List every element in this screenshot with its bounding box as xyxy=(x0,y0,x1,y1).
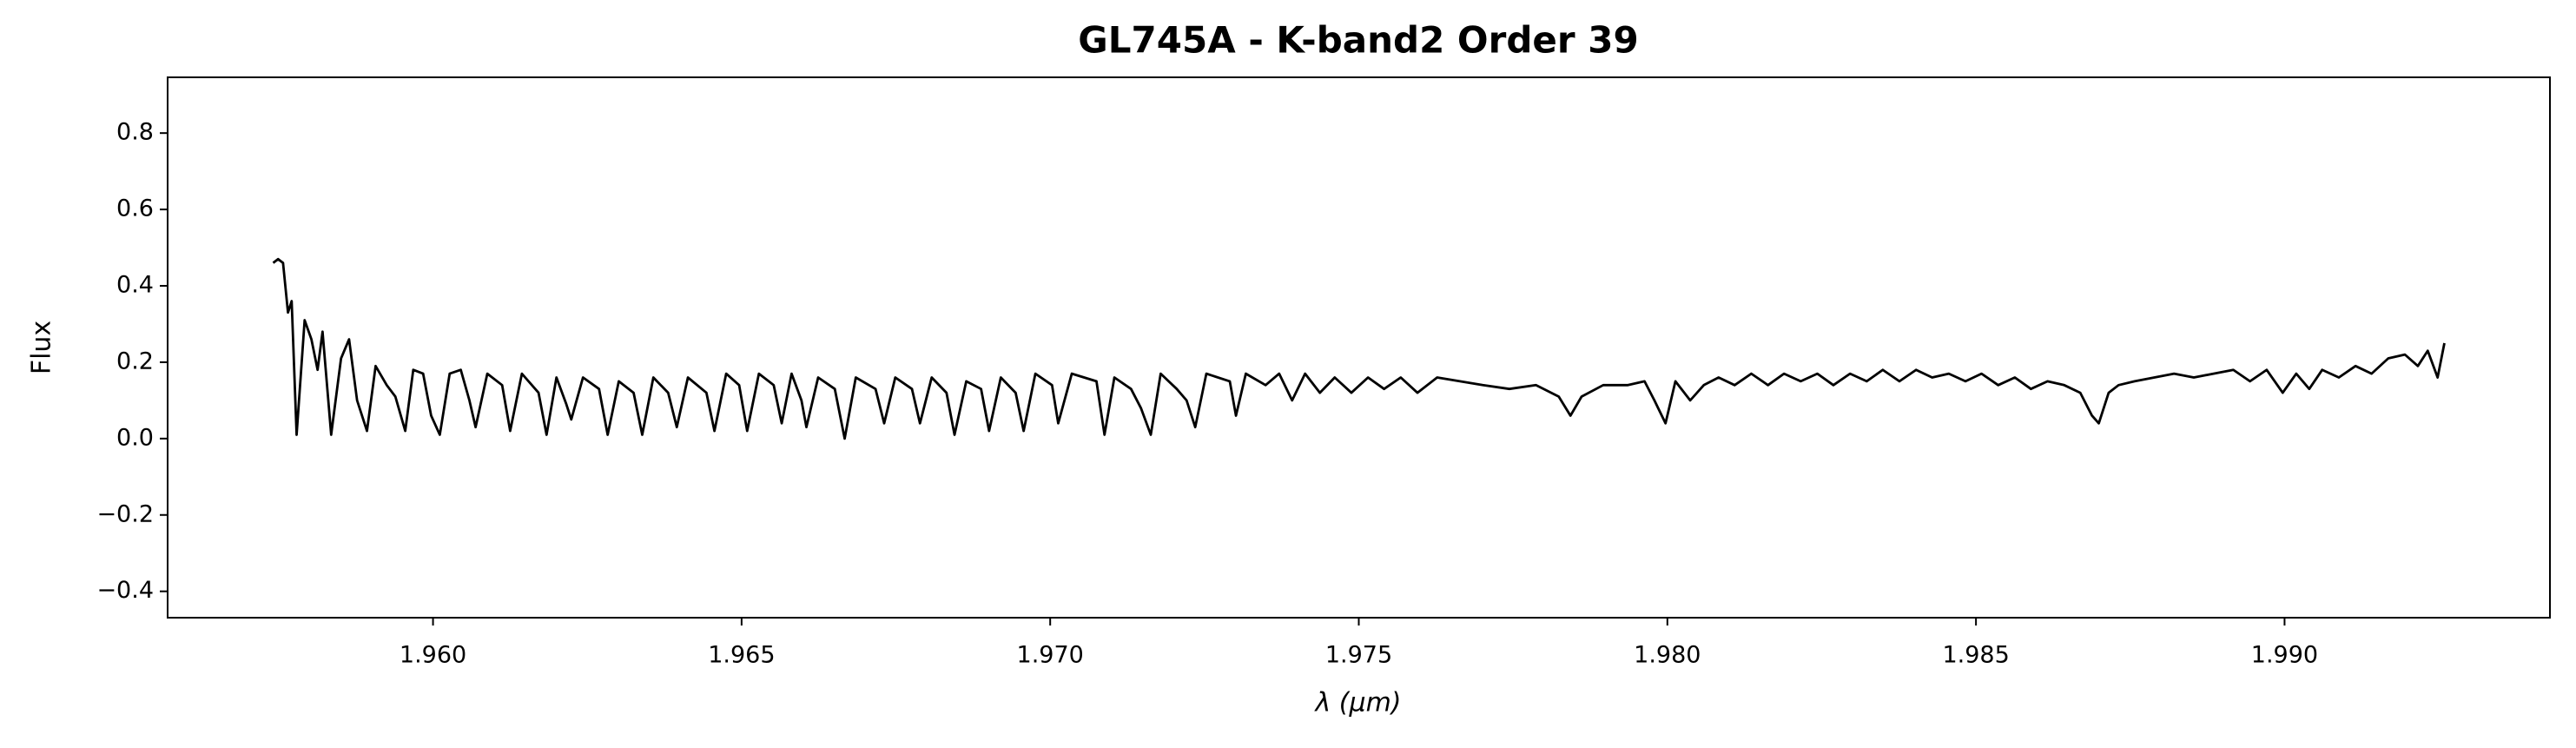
y-tick-label: 0.4 xyxy=(116,272,154,299)
y-axis-label: Flux xyxy=(27,321,57,374)
spectrum-line xyxy=(272,257,2446,440)
y-tick-label: 0.2 xyxy=(116,348,154,374)
x-tick-label: 1.975 xyxy=(1325,642,1392,669)
x-tick-label: 1.980 xyxy=(1634,642,1701,669)
y-tick-label: −0.2 xyxy=(96,500,154,527)
x-tick-label: 1.970 xyxy=(1017,642,1084,669)
x-tick-label: 1.985 xyxy=(1942,642,2009,669)
y-tick-label: 0.0 xyxy=(116,424,154,451)
chart-title: GL745A - K-band2 Order 39 xyxy=(1078,19,1638,62)
y-tick-label: 0.8 xyxy=(116,119,154,146)
y-tick-label: 0.6 xyxy=(116,195,154,222)
x-axis-label: λ (μm) xyxy=(1313,688,1401,718)
x-tick-label: 1.960 xyxy=(400,642,466,669)
x-tick-label: 1.965 xyxy=(708,642,775,669)
y-tick-label: −0.4 xyxy=(96,577,154,604)
x-tick-label: 1.990 xyxy=(2251,642,2318,669)
plot-frame xyxy=(167,76,2551,619)
